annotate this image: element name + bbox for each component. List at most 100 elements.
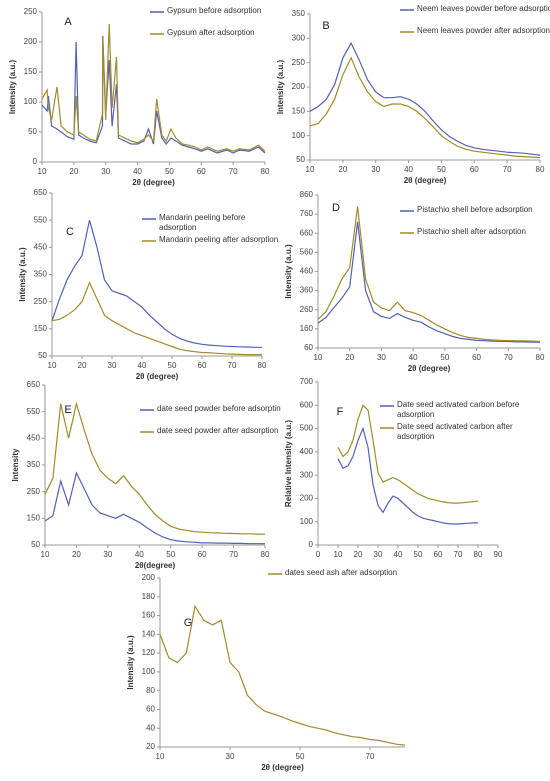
x-axis-title: 2θ (degree) xyxy=(404,176,447,185)
x-tick-label: 60 xyxy=(198,550,207,559)
x-tick-label: 30 xyxy=(108,361,117,370)
y-tick-label: 100 xyxy=(142,667,156,676)
x-tick-label: 10 xyxy=(38,167,47,176)
x-tick-label: 60 xyxy=(470,165,479,174)
panel-label: G xyxy=(184,617,193,629)
legend-box: Gypsum before adsorption xyxy=(167,6,261,15)
x-axis-title: 2θ(degree) xyxy=(135,561,176,570)
x-tick-label: 80 xyxy=(258,361,267,370)
x-tick-label: 50 xyxy=(437,165,446,174)
y-tick-label: 400 xyxy=(300,447,314,456)
y-tick-label: 50 xyxy=(28,127,37,136)
legend-box: date seed powder after adsorption xyxy=(157,426,279,435)
legend-box: Neem leaves powder before adsorption xyxy=(417,4,550,13)
x-tick-label: 60 xyxy=(198,361,207,370)
x-tick-label: 30 xyxy=(103,550,112,559)
line-series xyxy=(309,56,541,159)
y-tick-label: 760 xyxy=(300,209,314,218)
y-tick-label: 250 xyxy=(292,58,306,67)
x-tick-label: 50 xyxy=(414,550,423,559)
line-series xyxy=(317,206,541,342)
x-tick-label: 0 xyxy=(316,550,321,559)
y-tick-label: 650 xyxy=(27,380,41,389)
legend-box: Pistachio shell before adsorption xyxy=(417,205,533,214)
line-series xyxy=(337,426,478,525)
x-tick-label: 40 xyxy=(404,165,413,174)
y-tick-label: 350 xyxy=(292,9,306,18)
y-tick-label: 140 xyxy=(142,629,156,638)
legend-label: Pistachio shell before adsorption xyxy=(417,205,533,214)
legend-label: Neem leaves powder after adsorption xyxy=(417,26,550,35)
legend-box: dates seed ash after adsorption xyxy=(285,568,398,577)
panel-label: E xyxy=(64,404,71,416)
panel-label: B xyxy=(322,20,329,32)
legend-box: date seed powder before adsorptin xyxy=(157,404,281,413)
panel-label: F xyxy=(337,406,344,418)
y-tick-label: 250 xyxy=(34,297,48,306)
x-tick-label: 30 xyxy=(374,550,383,559)
legend-label: Pistachio shell after adsorption xyxy=(417,227,526,236)
legend-box: Date seed activated carbon before adsorp… xyxy=(397,400,519,419)
y-tick-label: 120 xyxy=(142,648,156,657)
y-tick-label: 350 xyxy=(34,270,48,279)
x-axis-title: 2θ (degree) xyxy=(132,178,175,187)
y-tick-label: 60 xyxy=(304,343,313,352)
x-tick-label: 40 xyxy=(133,167,142,176)
y-tick-label: 200 xyxy=(292,82,306,91)
x-tick-label: 70 xyxy=(228,361,237,370)
x-tick-label: 60 xyxy=(197,167,206,176)
y-tick-label: 450 xyxy=(27,433,41,442)
x-tick-label: 50 xyxy=(166,550,175,559)
y-tick-label: 180 xyxy=(142,592,156,601)
panel-label: D xyxy=(332,202,340,214)
x-tick-label: 20 xyxy=(354,550,363,559)
line-series xyxy=(44,401,266,535)
y-tick-label: 300 xyxy=(292,33,306,42)
y-tick-label: 50 xyxy=(31,540,40,549)
y-tick-label: 460 xyxy=(300,267,314,276)
y-tick-label: 600 xyxy=(300,400,314,409)
y-tick-label: 150 xyxy=(292,106,306,115)
legend-box: Pistachio shell after adsorption xyxy=(417,227,526,236)
legend-label: dates seed ash after adsorption xyxy=(285,568,398,577)
x-tick-label: 40 xyxy=(394,550,403,559)
x-tick-label: 70 xyxy=(504,353,513,362)
y-tick-label: 60 xyxy=(146,705,155,714)
panel-label: A xyxy=(64,16,72,28)
x-tick-label: 30 xyxy=(371,165,380,174)
x-axis-title: 2θ (degree) xyxy=(136,372,179,381)
legend-label: Neem leaves powder before adsorption xyxy=(417,4,550,13)
y-axis-title: Intensity (a.u.) xyxy=(18,247,27,302)
line-series xyxy=(337,404,479,504)
y-tick-label: 250 xyxy=(27,487,41,496)
x-tick-label: 10 xyxy=(334,550,343,559)
legend-label: date seed powder after adsorption xyxy=(157,426,279,435)
x-tick-label: 60 xyxy=(434,550,443,559)
x-tick-label: 20 xyxy=(78,361,87,370)
legend-label: Date seed activated carbon after adsorpt… xyxy=(397,422,513,441)
y-tick-label: 200 xyxy=(142,573,156,582)
y-tick-label: 200 xyxy=(300,494,314,503)
x-tick-label: 70 xyxy=(454,550,463,559)
y-tick-label: 360 xyxy=(300,286,314,295)
legend-box: Mandarin peeling after adsorption xyxy=(159,235,278,244)
line-series xyxy=(317,221,541,343)
x-tick-label: 80 xyxy=(261,550,270,559)
x-tick-label: 70 xyxy=(503,165,512,174)
x-tick-label: 70 xyxy=(229,167,238,176)
line-series xyxy=(51,281,262,356)
line-series xyxy=(41,35,266,154)
x-axis-title: 2θ (degree) xyxy=(408,364,451,373)
x-tick-label: 50 xyxy=(440,353,449,362)
panel-label: C xyxy=(66,226,74,238)
y-axis-title: Intensity xyxy=(11,448,20,481)
x-tick-label: 40 xyxy=(135,550,144,559)
x-tick-label: 10 xyxy=(41,550,50,559)
line-series xyxy=(309,41,541,156)
x-tick-label: 90 xyxy=(494,550,503,559)
legend-label: Mandarin peeling before adsorption xyxy=(159,213,246,232)
legend-label: Gypsum after adsorption xyxy=(167,28,255,37)
line-series xyxy=(44,471,265,545)
y-tick-label: 150 xyxy=(27,513,41,522)
